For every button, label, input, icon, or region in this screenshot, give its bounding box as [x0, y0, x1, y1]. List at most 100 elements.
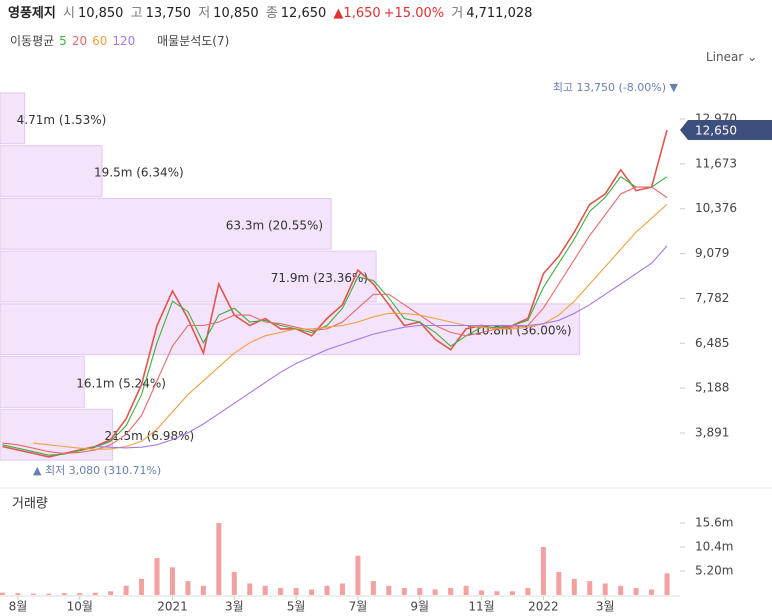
volume-title: 거래량 — [12, 497, 48, 512]
profile-label: 16.1m (5.24%) — [76, 376, 166, 390]
plot: 21.5m (6.98%)16.1m (5.24%)110.8m (36.00%… — [0, 81, 772, 614]
stock-name: 영풍제지 — [8, 6, 56, 21]
legend-item[interactable]: 60 — [92, 34, 108, 48]
legend-item[interactable]: 20 — [71, 34, 88, 48]
y-tick-label: 11,673 — [695, 156, 737, 170]
volume-bar — [247, 583, 253, 595]
volume-bar — [309, 589, 315, 595]
volume-bar — [15, 593, 21, 595]
header: 영풍제지 시 10,850 고 13,750 저 10,850 종 12,650 ▲1,… — [8, 2, 535, 21]
y-tick-label: 10,376 — [695, 201, 737, 215]
ma-line — [2, 175, 668, 456]
close: 12,650 — [280, 6, 327, 21]
volume-bar — [0, 592, 5, 595]
volume-bar — [587, 581, 593, 595]
volume-bar — [324, 585, 330, 595]
volume-bar — [123, 585, 129, 595]
high-annotation: 최고 13,750 (-8.00%) ▼ — [553, 81, 679, 94]
high: 13,750 — [145, 6, 192, 21]
y-tick-label: 7,782 — [695, 291, 729, 305]
x-tick-label: 10월 — [67, 600, 93, 614]
close-label: 종 — [265, 6, 278, 21]
volume-bar — [509, 591, 515, 595]
volume-tick-label: 10.4m — [695, 540, 733, 554]
ma-line — [95, 245, 668, 449]
volume-bar — [231, 571, 237, 595]
volume-bar — [602, 583, 608, 595]
x-tick-label: 8월 — [9, 600, 28, 614]
volume: 4,711,028 — [466, 6, 533, 21]
x-tick-label: 3월 — [596, 600, 615, 614]
volume-bar — [92, 592, 98, 595]
y-tick-label: 3,891 — [695, 425, 729, 439]
profile-bar — [0, 250, 377, 303]
volume-bar — [525, 588, 531, 595]
profile-label: 4.71m (1.53%) — [17, 113, 107, 127]
volume-bar — [386, 585, 392, 595]
ma-line — [2, 186, 668, 454]
profile-label: 71.9m (23.36%) — [271, 271, 368, 285]
profile-bar — [0, 197, 332, 250]
volume-bar — [339, 583, 345, 595]
x-tick-label: 2021 — [157, 600, 188, 614]
volume-bar — [649, 589, 655, 595]
profile-title: 매물분석도(7) — [157, 34, 230, 48]
change: ▲1,650 — [333, 6, 381, 21]
x-tick-label: 3월 — [225, 600, 244, 614]
ma-line — [33, 203, 668, 450]
scale-selector[interactable]: Linear ⌄ — [706, 50, 758, 64]
volume-bar — [185, 581, 191, 595]
profile-label: 19.5m (6.34%) — [94, 166, 184, 180]
x-tick-label: 7월 — [349, 600, 368, 614]
volume-bar — [355, 555, 361, 595]
volume-bar — [154, 558, 160, 595]
legend-item[interactable]: 5 — [59, 34, 67, 48]
volume-bar — [216, 523, 222, 595]
open: 10,850 — [77, 6, 124, 21]
low: 10,850 — [213, 6, 259, 21]
open-label: 시 — [62, 6, 75, 21]
x-tick-label: 9월 — [410, 600, 429, 614]
scale-label: Linear — [706, 50, 744, 64]
volume-bar — [77, 593, 83, 595]
high-label: 고 — [130, 6, 143, 21]
low-annotation: ▲ 최저 3,080 (310.71%) — [33, 464, 161, 477]
volume-bar — [61, 593, 67, 595]
volume-tick-label: 15.6m — [695, 516, 733, 530]
legend-title: 이동평균 — [10, 34, 55, 48]
legend: 이동평균 5 20 60 120 매물분석도(7) — [10, 32, 234, 49]
volume-bar — [432, 589, 438, 595]
volume-bar — [417, 588, 423, 595]
volume-bar — [370, 581, 376, 595]
volume-bar — [108, 591, 114, 595]
volume-bar — [479, 590, 485, 595]
x-tick-label: 2022 — [528, 600, 559, 614]
x-tick-label: 5월 — [287, 600, 306, 614]
volume-bar — [664, 573, 670, 595]
profile-bar — [0, 356, 85, 408]
volume-bar — [448, 588, 454, 595]
volume-bar — [401, 588, 407, 595]
volume-bar — [494, 591, 500, 595]
volume-bar — [556, 571, 562, 595]
volume-bar — [293, 588, 299, 595]
volume-bar — [571, 578, 577, 595]
price-line — [2, 129, 668, 458]
profile-label: 63.3m (20.55%) — [226, 218, 323, 232]
legend-item[interactable]: 120 — [112, 34, 136, 48]
volume-bar — [633, 588, 639, 595]
ma-items: 5 20 60 120 — [59, 34, 140, 48]
volume-bar — [618, 585, 624, 595]
volume-tick-label: 5.20m — [695, 564, 733, 578]
change-pct: +15.00% — [383, 6, 445, 21]
volume-bar — [262, 585, 268, 595]
profile-bar — [0, 145, 103, 197]
volume-bar — [540, 547, 546, 595]
volume-bar — [139, 578, 145, 595]
x-tick-label: 11월 — [468, 600, 494, 614]
y-tick-label: 5,188 — [695, 381, 729, 395]
volume-bar — [200, 585, 206, 595]
profile-bar — [0, 92, 26, 145]
y-tick-label: 9,079 — [695, 246, 729, 260]
